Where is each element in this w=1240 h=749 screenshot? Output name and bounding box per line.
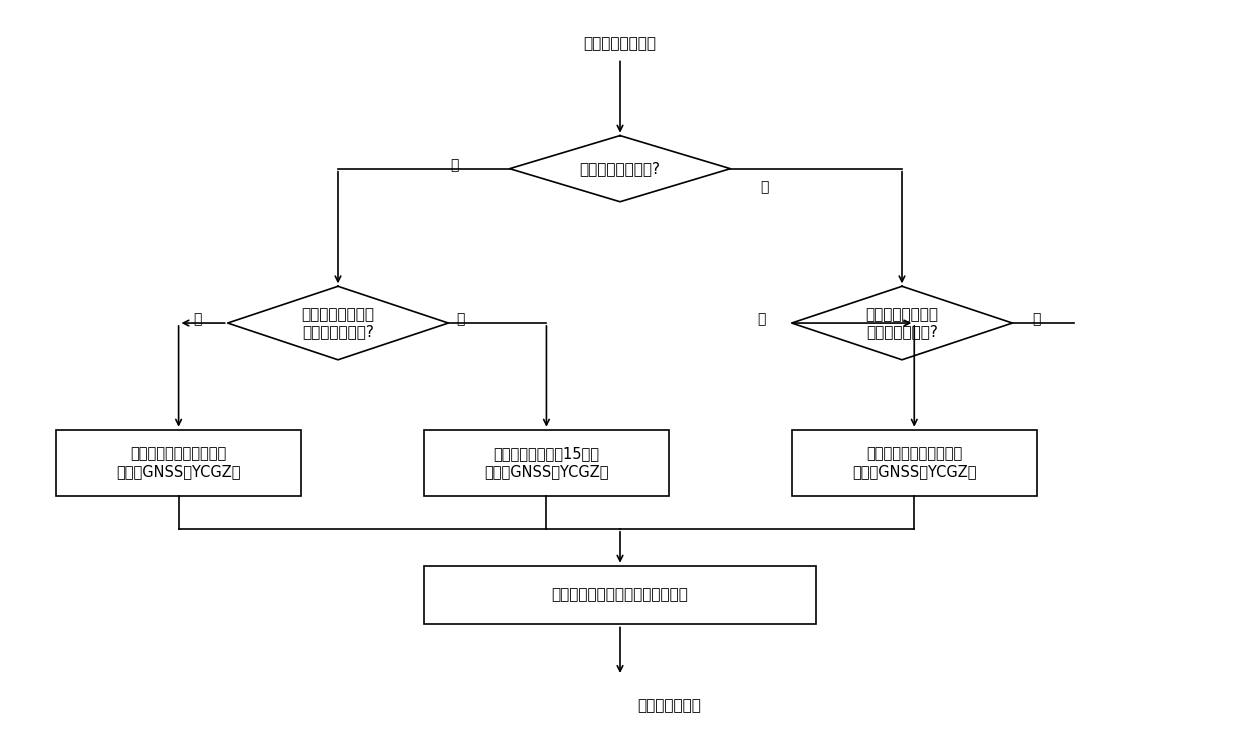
Text: 获取主动段关机后15秒弹
道值（GNSS、YCGZ）: 获取主动段关机后15秒弹 道值（GNSS、YCGZ） [484,446,609,479]
Polygon shape [791,286,1012,360]
Text: 否: 否 [456,312,465,327]
Text: 获取人工设置的时间点弹
道值（GNSS、YCGZ）: 获取人工设置的时间点弹 道值（GNSS、YCGZ） [852,446,977,479]
Bar [791,430,1037,496]
Text: 人工设置了滑行段
初轨计算时间点?: 人工设置了滑行段 初轨计算时间点? [301,307,374,339]
Text: 利用选取的弹道点分别计算出初轨: 利用选取的弹道点分别计算出初轨 [552,587,688,602]
Text: 滑行段初轨已计算?: 滑行段初轨已计算? [579,161,661,176]
Text: 获取人工设置的时间点弹
道值（GNSS、YCGZ）: 获取人工设置的时间点弹 道值（GNSS、YCGZ） [117,446,241,479]
Polygon shape [228,286,449,360]
Bar [424,430,670,496]
Text: 继续，初轨选优: 继续，初轨选优 [637,698,701,713]
Text: 运载器进入滑行段: 运载器进入滑行段 [584,36,656,51]
Text: 是: 是 [756,312,765,327]
Bar [56,430,301,496]
Text: 否: 否 [1033,312,1042,327]
Bar [424,565,816,625]
Text: 是: 是 [760,180,769,194]
Polygon shape [510,136,730,201]
Text: 是: 是 [192,312,201,327]
Text: 否: 否 [450,158,459,172]
Text: 人工设置了滑行段
初轨计算时间点?: 人工设置了滑行段 初轨计算时间点? [866,307,939,339]
